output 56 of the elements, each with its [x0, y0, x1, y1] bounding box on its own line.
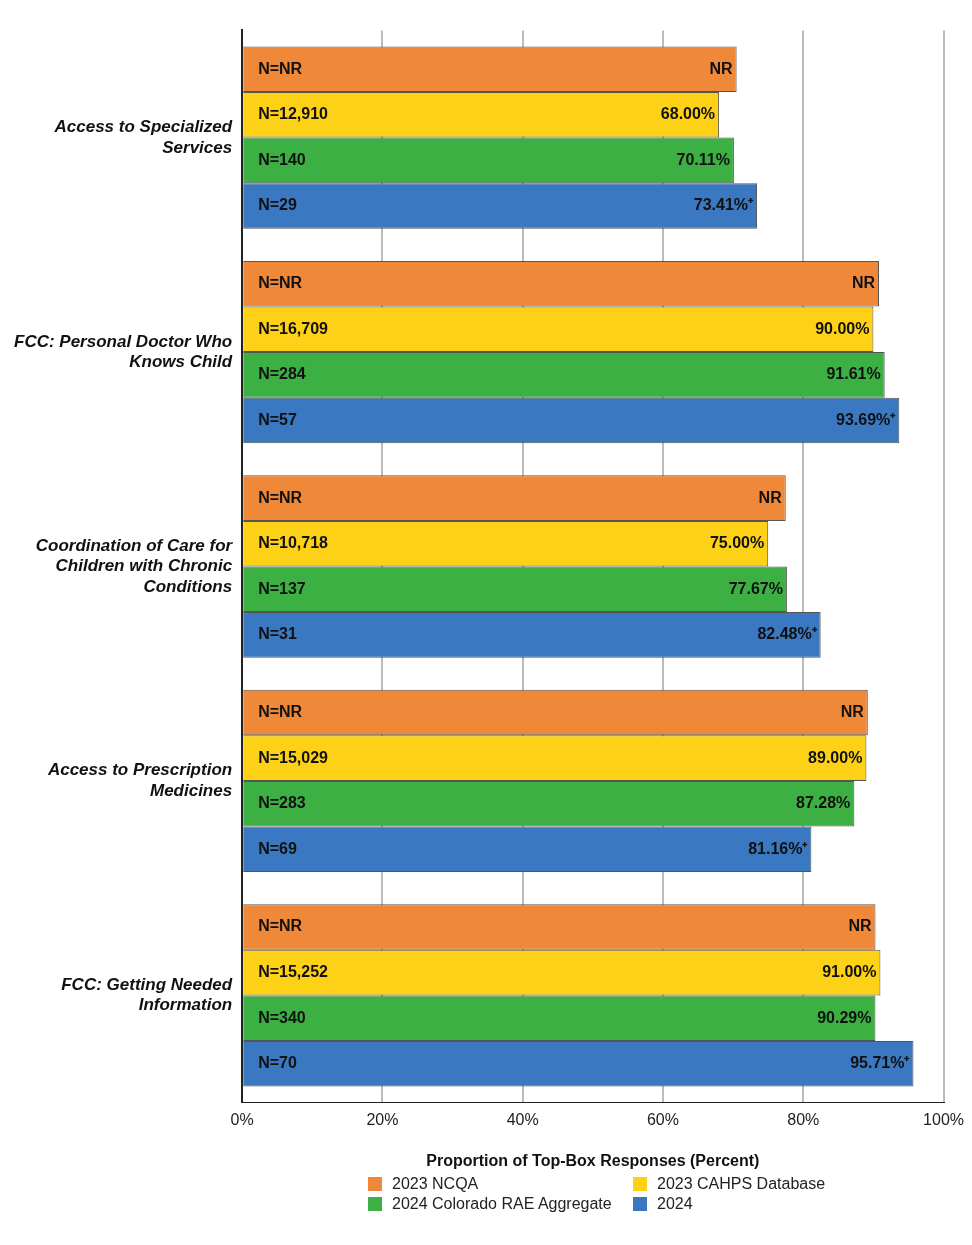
data-label: 91.00%	[822, 963, 877, 980]
legend-label: 2023 NCQA	[391, 1175, 480, 1193]
annotation: N=70	[258, 1054, 297, 1072]
legend-label: 2024	[656, 1195, 694, 1213]
data-label: NR	[758, 488, 783, 506]
annotation: N=29	[258, 196, 297, 214]
annotation: N=NR	[258, 274, 303, 292]
data-label: 89.00%	[808, 748, 863, 766]
data-label: 90.00%	[815, 319, 870, 337]
annotation: N=12,910	[258, 105, 329, 123]
y-tick-label: Coordination of Care for Children with Chronic Conditions	[35, 535, 234, 596]
annotation: N=340	[258, 1008, 306, 1026]
y-tick-label: FCC: Personal Doctor Who Knows Child	[14, 331, 233, 371]
legend-label: 2024 Colorado RAE Aggregate	[391, 1195, 613, 1213]
data-label: 95.71%⁺	[850, 1054, 911, 1072]
annotation: N=NR	[258, 702, 303, 720]
annotation: N=NR	[258, 488, 303, 506]
data-label: 81.16%⁺	[748, 839, 809, 857]
data-label: NR	[840, 702, 865, 720]
annotation: N=137	[258, 579, 306, 597]
x-tick-label: 0%	[230, 1110, 254, 1128]
x-tick-label: 20%	[366, 1110, 399, 1128]
annotation: N=16,709	[258, 319, 329, 337]
data-label: 91.61%	[826, 365, 881, 383]
data-label: 70.11%	[676, 150, 730, 168]
data-label: 82.48%⁺	[757, 625, 818, 643]
y-tick-label: Access to Specialized Services	[53, 117, 233, 157]
x-tick-label: 40%	[506, 1110, 539, 1128]
data-label: 75.00%	[709, 534, 765, 552]
annotation: N=15,252	[258, 963, 329, 980]
annotation: N=284	[258, 365, 306, 383]
annotation: N=283	[258, 794, 306, 812]
annotation: N=NR	[258, 917, 303, 935]
data-label: 90.29%	[817, 1008, 872, 1026]
annotation: N=140	[258, 150, 306, 168]
data-label: 77.67%	[728, 579, 783, 597]
annotation: N=10,718	[258, 534, 329, 552]
x-tick-label: 80%	[787, 1110, 820, 1128]
annotation: N=31	[258, 625, 297, 643]
annotation: N=69	[258, 839, 297, 857]
data-label: NR	[851, 274, 876, 292]
legend-label: 2023 CAHPS Database	[656, 1175, 827, 1193]
data-label: 73.41%⁺	[693, 196, 755, 214]
data-label: NR	[709, 59, 734, 77]
data-label: NR	[848, 917, 872, 935]
annotation: N=15,029	[258, 748, 329, 766]
y-tick-label: Access to Prescription Medicines	[46, 760, 233, 800]
data-label: 68.00%	[660, 105, 716, 123]
annotation: N=57	[258, 410, 297, 428]
data-label: 93.69%⁺	[836, 410, 897, 428]
data-label: 87.28%	[796, 794, 851, 812]
y-tick-label: FCC: Getting Needed Information	[61, 974, 233, 1015]
x-tick-label: 60%	[646, 1110, 680, 1128]
x-axis-title: Proportion of Top-Box Responses (Percent)	[426, 1151, 760, 1169]
x-tick-label: 100%	[923, 1110, 964, 1128]
annotation: N=NR	[258, 59, 303, 77]
